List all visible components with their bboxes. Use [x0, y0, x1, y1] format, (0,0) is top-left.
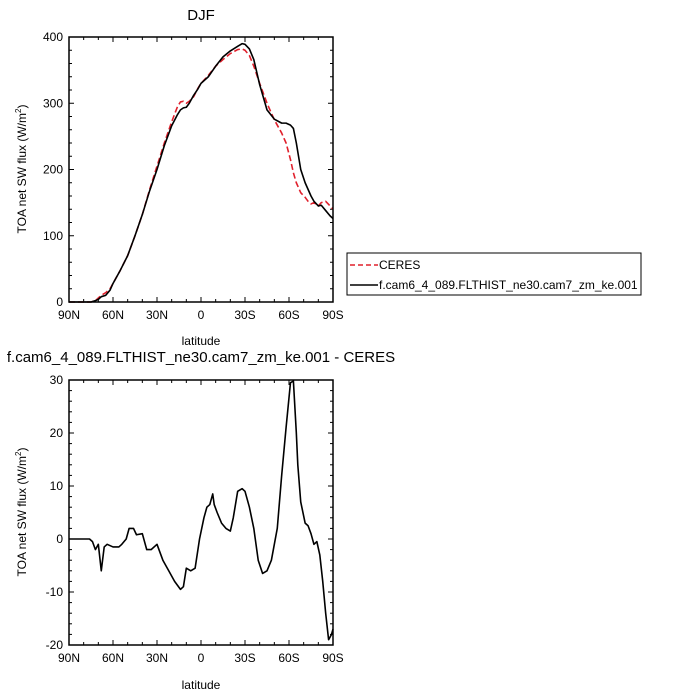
top-title: DJF	[187, 7, 215, 24]
bottom-x-tick-label: 60S	[278, 651, 299, 665]
legend-label-model: f.cam6_4_089.FLTHIST_ne30.cam7_zm_ke.001	[379, 278, 638, 292]
top-x-tick-label: 60N	[102, 308, 124, 322]
top-y-tick-label: 100	[43, 229, 63, 243]
top-y-tick-label: 300	[43, 96, 63, 110]
legend-label-ceres: CERES	[379, 258, 420, 272]
bottom-x-tick-label: 30S	[234, 651, 255, 665]
top-y-tick-label: 200	[43, 163, 63, 177]
bottom-panel: f.cam6_4_089.FLTHIST_ne30.cam7_zm_ke.001…	[7, 349, 395, 692]
bottom-series-line-model	[69, 380, 334, 641]
top-panel: DJF 90N 60N 30N 0 30S 60S 90S 0 100 200 300 400 TOA…	[14, 7, 344, 348]
top-y-tick-label: 400	[43, 30, 63, 44]
top-y-axis-label: TOA net SW flux (W/m2)	[14, 105, 29, 234]
bottom-x-tick-label: 60N	[102, 651, 124, 665]
top-x-tick-label: 30S	[234, 308, 255, 322]
bottom-x-tick-label: 0	[198, 651, 205, 665]
top-y-tick-label: 0	[56, 295, 63, 309]
bottom-y-tick-label: 20	[50, 426, 64, 440]
top-series-line-model	[69, 42, 334, 303]
top-x-tick-label: 90N	[58, 308, 80, 322]
top-series-line-ceres	[69, 48, 334, 303]
bottom-y-axis-label: TOA net SW flux (W/m2)	[14, 448, 29, 577]
bottom-y-tick-label: 0	[56, 532, 63, 546]
top-x-tick-label: 30N	[146, 308, 168, 322]
bottom-plot-area: 90N 60N 30N 0 30S 60S 90S -20 -10 0 10 20 30	[46, 373, 344, 665]
bottom-title: f.cam6_4_089.FLTHIST_ne30.cam7_zm_ke.001…	[7, 349, 395, 366]
bottom-y-tick-label: 10	[50, 479, 64, 493]
top-plot-frame	[68, 36, 334, 303]
bottom-x-tick-label: 30N	[146, 651, 168, 665]
top-x-tick-label: 0	[198, 308, 205, 322]
bottom-x-axis-label: latitude	[182, 678, 221, 692]
bottom-y-tick-label: 30	[50, 373, 64, 387]
bottom-x-tick-label: 90N	[58, 651, 80, 665]
top-plot-area: 90N 60N 30N 0 30S 60S 90S 0 100 200 300 400	[43, 30, 344, 322]
bottom-x-tick-label: 90S	[322, 651, 343, 665]
bottom-plot-frame	[68, 379, 334, 646]
bottom-y-tick-label: -20	[46, 638, 64, 652]
top-x-axis-label: latitude	[182, 334, 221, 348]
bottom-y-axis-label-sup: 2	[14, 451, 23, 456]
top-x-tick-label: 90S	[322, 308, 343, 322]
top-y-axis-label-sup: 2	[14, 108, 23, 113]
top-x-tick-label: 60S	[278, 308, 299, 322]
legend-box	[346, 252, 642, 296]
bottom-y-tick-label: -10	[46, 585, 64, 599]
legend: CERES f.cam6_4_089.FLTHIST_ne30.cam7_zm_…	[346, 252, 642, 296]
